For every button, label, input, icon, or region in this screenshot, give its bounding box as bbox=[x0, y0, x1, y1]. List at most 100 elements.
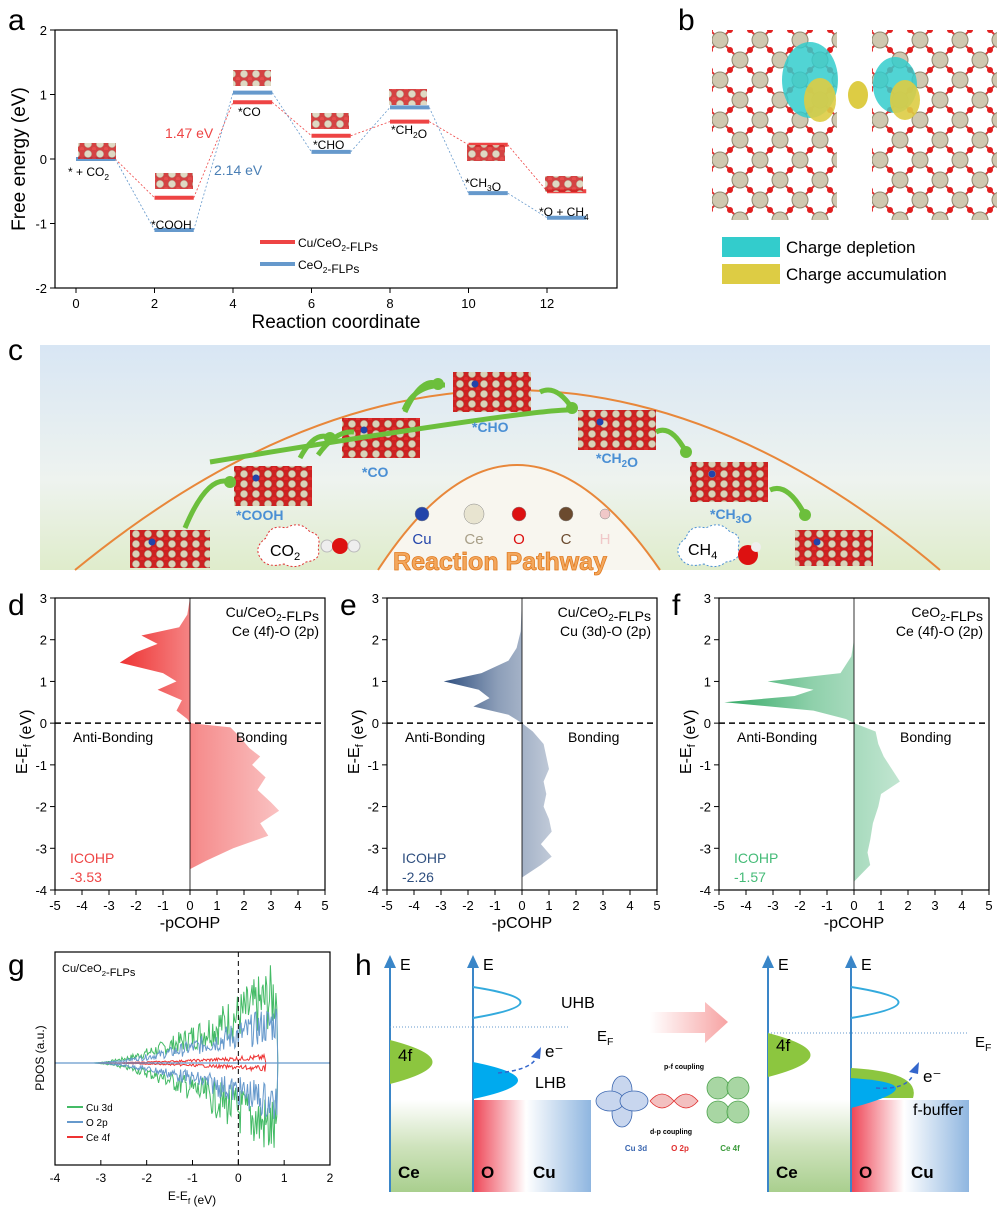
electron-label: e⁻ bbox=[923, 1067, 941, 1086]
x-tick-label: 4 bbox=[958, 898, 965, 913]
y-tick-label: -1 bbox=[367, 758, 379, 773]
4f-band bbox=[390, 1040, 433, 1084]
structure-thumbnail bbox=[311, 113, 349, 129]
f-buffer-label: f-buffer bbox=[913, 1102, 964, 1119]
intermediate-cho: *CHO bbox=[472, 419, 509, 435]
panel-title-line: Cu/CeO2-FLPs bbox=[558, 604, 651, 624]
x-tick-label: 1 bbox=[281, 1171, 288, 1185]
y-tick-label: 1 bbox=[40, 88, 47, 103]
y-tick-label: -3 bbox=[35, 841, 47, 856]
panel-letter-b: b bbox=[678, 4, 695, 37]
panel-letter-h: h bbox=[355, 949, 372, 982]
charge-accumulation-blob bbox=[848, 81, 868, 109]
x-tick-label: -3 bbox=[103, 898, 115, 913]
charge-accumulation-blob bbox=[890, 80, 920, 120]
x-axis-label: -pCOHP bbox=[492, 915, 552, 932]
anti-bonding-label: Anti-Bonding bbox=[73, 729, 153, 745]
bottom-label-cu: Cu bbox=[533, 1163, 556, 1182]
atom-legend-label: Cu bbox=[412, 531, 431, 548]
state-label: *COOH bbox=[151, 218, 192, 232]
x-tick-label: -3 bbox=[435, 898, 447, 913]
co2-molecule-c bbox=[332, 538, 348, 554]
y-tick-label: 0 bbox=[372, 716, 379, 731]
x-tick-label: 5 bbox=[321, 898, 328, 913]
panel-letter-a: a bbox=[8, 4, 25, 37]
x-tick-label: -4 bbox=[50, 1171, 61, 1185]
panel-letter-f: f bbox=[672, 589, 681, 622]
4f-band bbox=[768, 1033, 811, 1077]
pdos-curve bbox=[55, 965, 330, 1064]
x-tick-label: 0 bbox=[235, 1171, 242, 1185]
y-axis-label: Free energy (eV) bbox=[9, 87, 30, 231]
barrier-label-ceo2: 2.14 eV bbox=[214, 162, 263, 178]
y-axis-label: E-Ef (eV) bbox=[678, 710, 699, 774]
y-axis-label: E-Ef (eV) bbox=[346, 710, 367, 774]
pdos-curve bbox=[55, 1062, 330, 1073]
bottom-label-o: O bbox=[481, 1163, 494, 1182]
y-axis-label: PDOS (a.u.) bbox=[33, 1025, 47, 1090]
x-tick-label: 0 bbox=[72, 296, 79, 311]
y-tick-label: -2 bbox=[35, 800, 47, 815]
fermi-label: EF bbox=[597, 1028, 613, 1048]
y-tick-label: 3 bbox=[704, 591, 711, 606]
bonding-label: Bonding bbox=[900, 729, 951, 745]
x-tick-label: -5 bbox=[49, 898, 61, 913]
cu-atom bbox=[813, 538, 821, 546]
y-tick-label: 1 bbox=[40, 674, 47, 689]
structure-thumbnail bbox=[233, 70, 271, 86]
transition-arrow-icon bbox=[650, 1002, 728, 1043]
atom-legend-ball bbox=[558, 506, 574, 522]
lhb-band bbox=[851, 1078, 896, 1108]
x-tick-label: -4 bbox=[408, 898, 420, 913]
catalyst-slab bbox=[578, 410, 656, 450]
state-label: *CH2O bbox=[391, 123, 427, 141]
electron-path bbox=[497, 1059, 536, 1074]
structure-thumbnail bbox=[545, 176, 583, 192]
axis-arrow-icon bbox=[384, 955, 396, 968]
ch4-label: CH4 bbox=[688, 542, 717, 562]
structure-thumbnail bbox=[389, 89, 427, 105]
cu-atom bbox=[148, 538, 156, 546]
band-diagram: E E EF 4f e⁻ UHB LHB Ce O Cu E E EF 4f e⁻ f-buffer Ce O Cu… bbox=[384, 955, 991, 1192]
connector-line bbox=[114, 158, 155, 198]
x-axis-label: E-Ef (eV) bbox=[168, 1189, 216, 1207]
ce-4f-orbital bbox=[726, 1076, 750, 1100]
legend-swatch-accumulation bbox=[722, 264, 780, 284]
panel-title-line: CeO2-FLPs bbox=[911, 604, 983, 624]
axis-label: E bbox=[778, 957, 789, 974]
y-tick-label: -1 bbox=[35, 758, 47, 773]
axis-label: E bbox=[400, 957, 411, 974]
y-tick-label: 0 bbox=[40, 716, 47, 731]
pathway-arrow bbox=[209, 407, 575, 465]
x-tick-label: -2 bbox=[462, 898, 474, 913]
x-tick-label: -1 bbox=[489, 898, 501, 913]
icohp-label: ICOHP bbox=[70, 850, 114, 866]
arrow-head bbox=[224, 476, 236, 488]
lhb-label: LHB bbox=[535, 1075, 566, 1092]
atom-legend-ball bbox=[414, 506, 430, 522]
x-axis-label: -pCOHP bbox=[824, 915, 884, 932]
panel-title-line: Cu (3d)-O (2p) bbox=[560, 623, 651, 639]
y-tick-label: -3 bbox=[367, 841, 379, 856]
x-tick-label: 12 bbox=[540, 296, 554, 311]
y-tick-label: -1 bbox=[35, 217, 47, 232]
ce-region bbox=[768, 1100, 851, 1192]
icohp-value: -3.53 bbox=[70, 869, 102, 885]
legend-swatch-depletion bbox=[722, 237, 780, 257]
y-tick-label: 2 bbox=[40, 23, 47, 38]
panel-title-line: Ce (4f)-O (2p) bbox=[232, 623, 319, 639]
x-tick-label: -5 bbox=[381, 898, 393, 913]
fermi-label: EF bbox=[975, 1034, 991, 1054]
y-tick-label: 0 bbox=[40, 152, 47, 167]
x-tick-label: 10 bbox=[461, 296, 475, 311]
co2-molecule-o bbox=[320, 539, 334, 553]
y-tick-label: -4 bbox=[367, 883, 379, 898]
x-tick-label: 3 bbox=[267, 898, 274, 913]
y-tick-label: -4 bbox=[699, 883, 711, 898]
panel-letter-e: e bbox=[340, 589, 357, 622]
y-tick-label: -2 bbox=[35, 281, 47, 296]
intermediate-ch3o: *CH3O bbox=[710, 506, 752, 526]
panel-title-line: Cu/CeO2-FLPs bbox=[226, 604, 319, 624]
bottom-label-ce: Ce bbox=[398, 1163, 420, 1182]
